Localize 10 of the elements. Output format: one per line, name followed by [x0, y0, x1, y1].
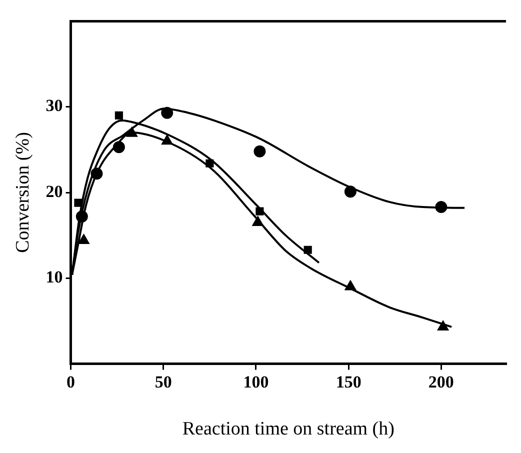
x-tick-label: 50: [154, 372, 172, 392]
y-tick-label: 10: [46, 268, 63, 287]
y-axis-title: Conversion (%): [12, 132, 34, 253]
y-tick-label: 20: [46, 182, 63, 201]
x-tick-label: 150: [336, 372, 362, 392]
x-axis-title: Reaction time on stream (h): [182, 418, 394, 440]
x-tick-label: 100: [243, 372, 269, 392]
x-tick-label: 200: [428, 372, 454, 392]
x-tick-label: 0: [66, 372, 76, 392]
y-tick-label: 30: [46, 96, 63, 116]
